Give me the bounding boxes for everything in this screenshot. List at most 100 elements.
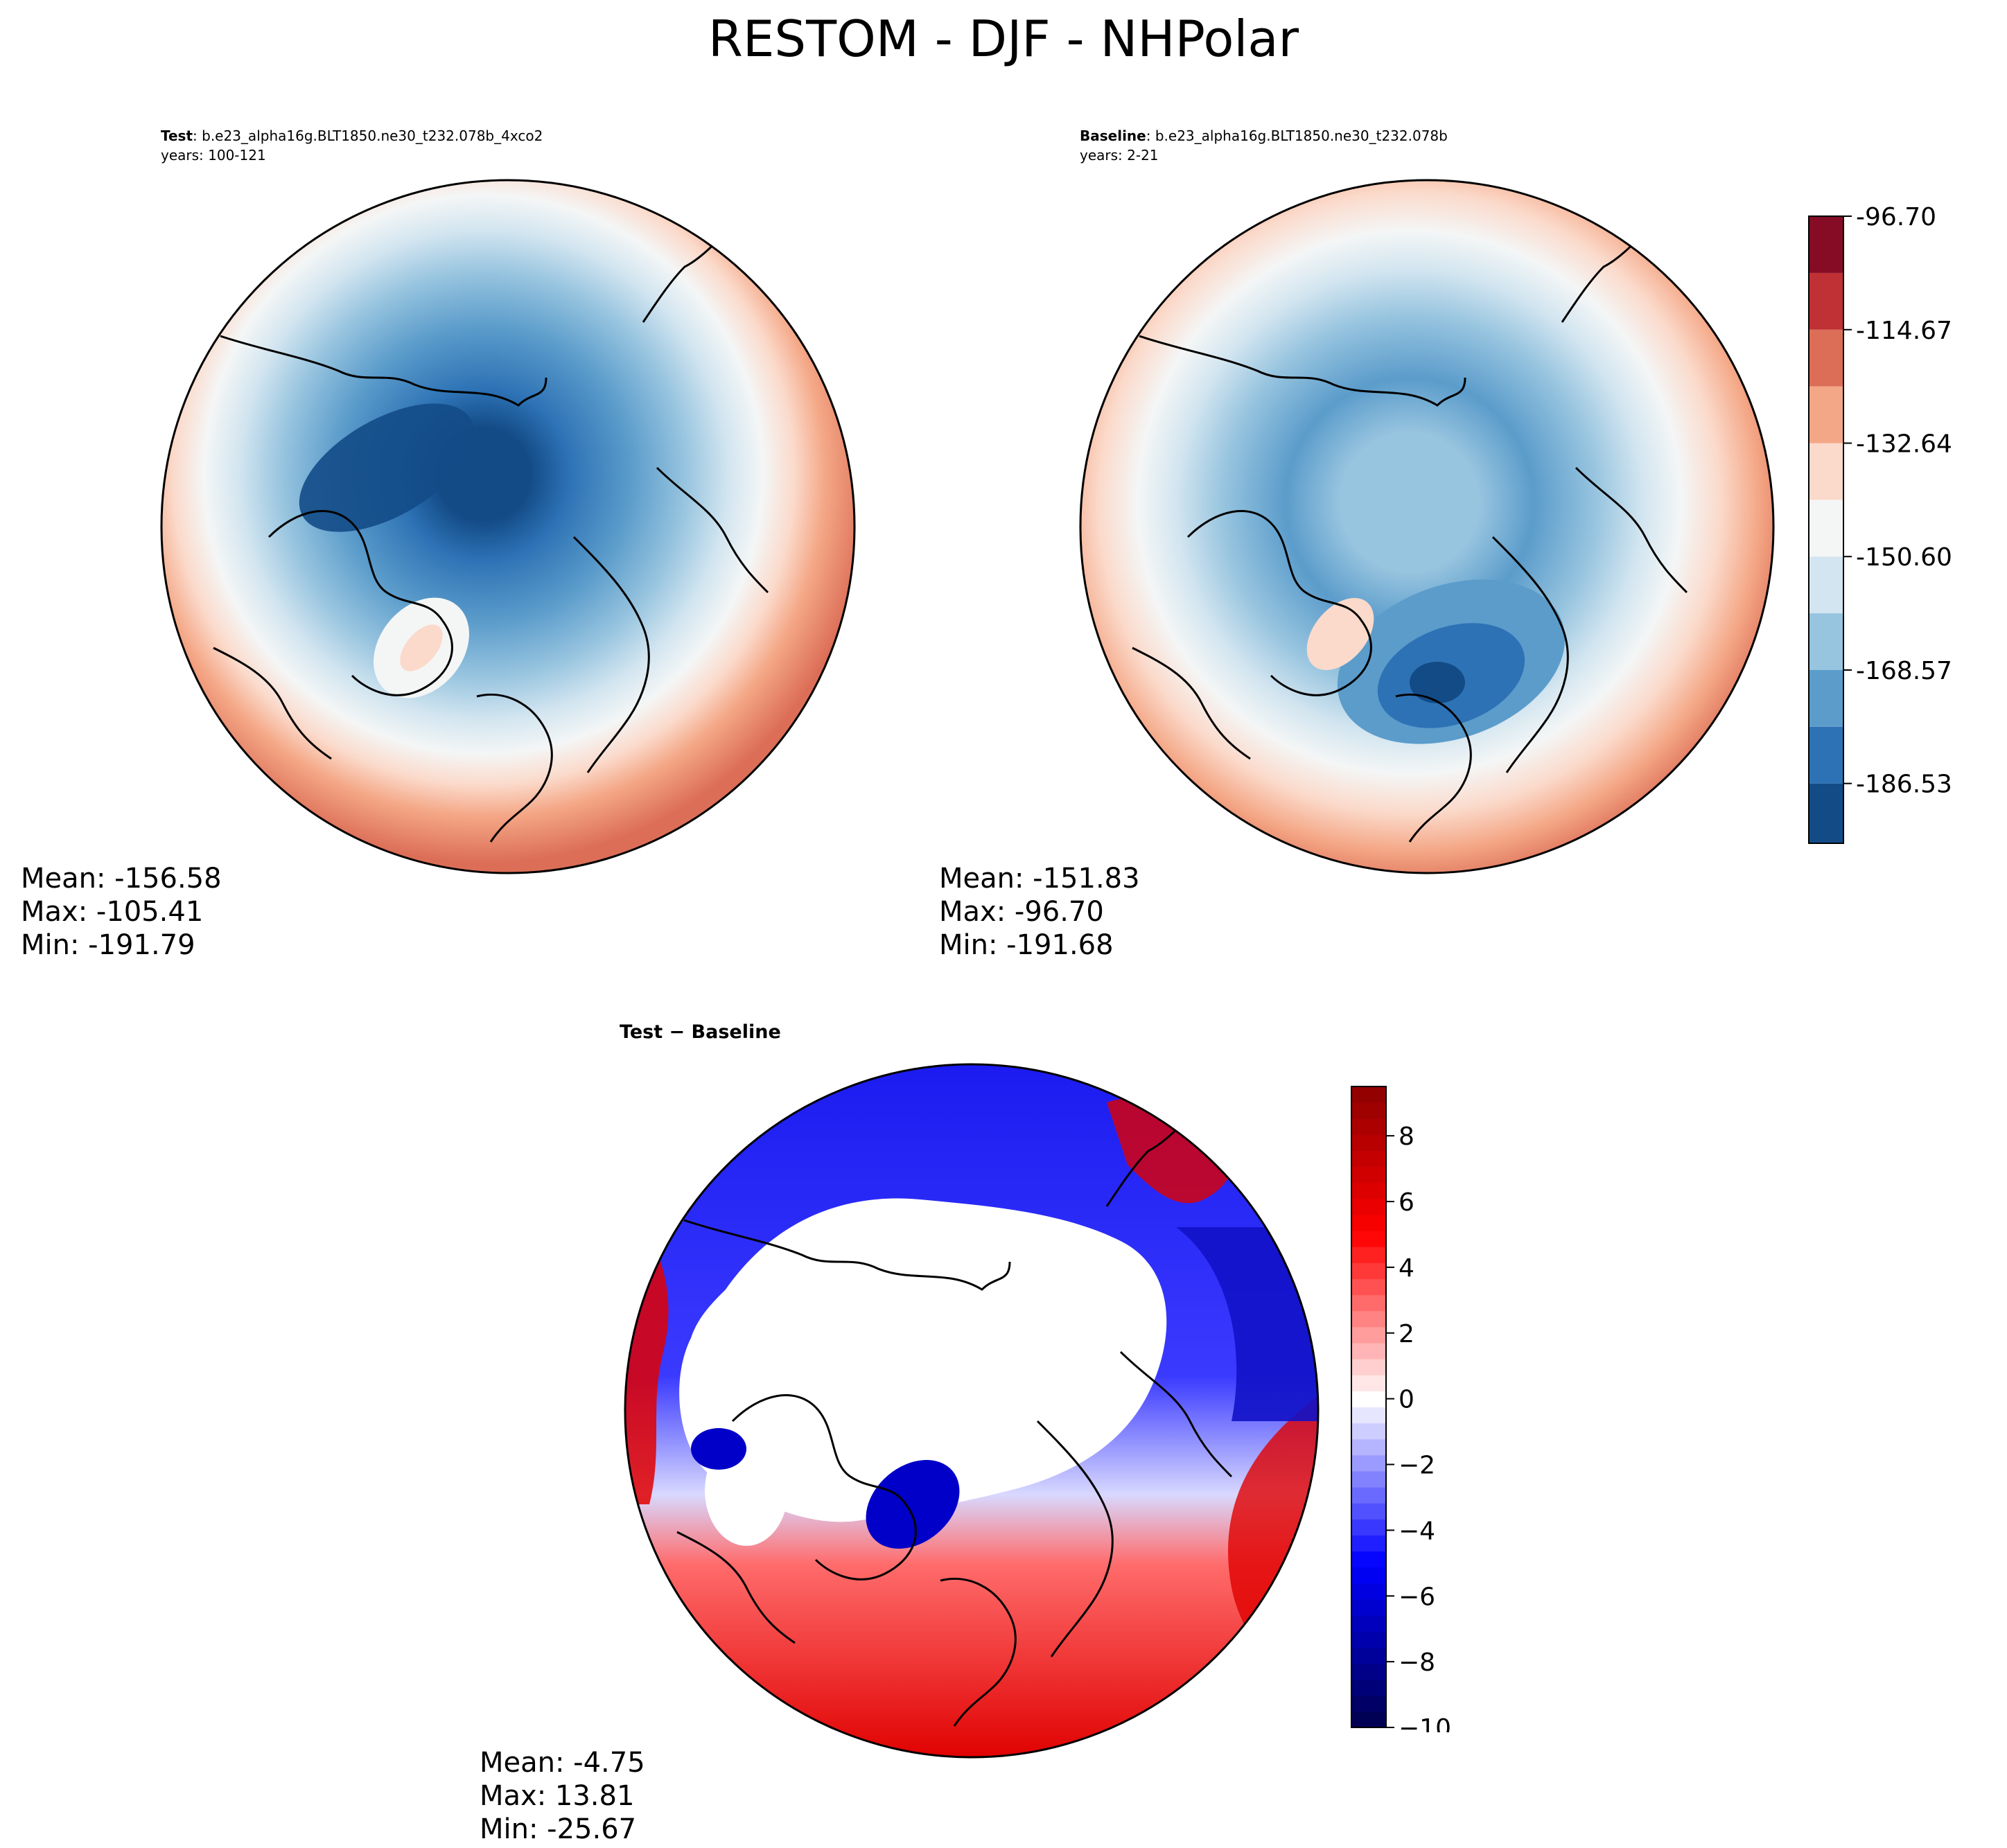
diff-colorbar-segment	[1351, 1599, 1386, 1616]
diff-colorbar-segment	[1351, 1583, 1386, 1600]
baseline-subtitle: Baseline: b.e23_alpha16g.BLT1850.ne30_t2…	[1080, 127, 1448, 164]
test-case-name: b.e23_alpha16g.BLT1850.ne30_t232.078b_4x…	[202, 127, 543, 144]
diff-colorbar-segment	[1351, 1310, 1386, 1328]
diff-colorbar-segment	[1351, 1294, 1386, 1312]
diff-colorbar-segment	[1351, 1086, 1386, 1103]
test-years: years: 100-121	[161, 147, 266, 164]
baseline-polar-map	[1079, 179, 1775, 874]
abs-colorbar-tick-label: -96.70	[1856, 203, 1936, 231]
baseline-min: Min: -191.68	[939, 929, 1114, 961]
diff-colorbar-tick-label: −4	[1399, 1517, 1435, 1545]
diff-colorbar-segment	[1351, 1375, 1386, 1391]
diff-mean: Mean: -4.75	[480, 1747, 645, 1779]
baseline-case-name: b.e23_alpha16g.BLT1850.ne30_t232.078b	[1155, 127, 1448, 144]
baseline-stats: Mean: -151.83 Max: -96.70 Min: -191.68	[939, 862, 1140, 962]
figure-title: RESTOM - DJF - NHPolar	[708, 10, 1299, 68]
diff-colorbar-segment	[1351, 1454, 1386, 1472]
diff-colorbar: 8 6 4 2 0 −2 −4 −6 −8 −10	[1351, 1086, 1451, 1732]
diff-colorbar-segment	[1351, 1567, 1386, 1584]
abs-colorbar-segment	[1809, 443, 1843, 500]
diff-colorbar-segment	[1351, 1487, 1386, 1504]
diff-colorbar-segment	[1351, 1391, 1386, 1407]
diff-colorbar-segment	[1351, 1166, 1386, 1183]
diff-colorbar-segment	[1351, 1711, 1386, 1728]
abs-colorbar-tick-label: -114.67	[1856, 317, 1952, 345]
diff-colorbar-segment	[1351, 1215, 1386, 1231]
diff-colorbar-segment	[1351, 1359, 1386, 1375]
test-mean: Mean: -156.58	[21, 863, 222, 895]
abs-colorbar-segment	[1809, 613, 1843, 671]
test-label: Test	[161, 127, 193, 144]
diff-colorbar-segment	[1351, 1118, 1386, 1135]
diff-labrador-cold	[691, 1428, 746, 1470]
diff-colorbar-tick-label: 8	[1399, 1123, 1414, 1151]
diff-colorbar-segment	[1351, 1278, 1386, 1296]
abs-colorbar-segment	[1809, 556, 1843, 614]
diff-colorbar-segment	[1351, 1647, 1386, 1664]
test-greenland-core	[400, 624, 443, 671]
abs-colorbar-segment	[1809, 272, 1843, 330]
diff-greenland-cold	[866, 1459, 960, 1549]
test-max: Max: -105.41	[21, 896, 204, 928]
diff-colorbar-segment	[1351, 1262, 1386, 1279]
abs-colorbar-segment	[1809, 670, 1843, 727]
diff-colorbar-frame	[1351, 1086, 1387, 1728]
diff-colorbar-segment	[1351, 1535, 1386, 1552]
diff-colorbar-tick-label: 6	[1399, 1188, 1414, 1217]
baseline-mean: Mean: -151.83	[939, 863, 1140, 895]
diff-stats: Mean: -4.75 Max: 13.81 Min: -25.67	[480, 1746, 645, 1846]
diff-colorbar-segment	[1351, 1615, 1386, 1632]
baseline-years: years: 2-21	[1080, 147, 1159, 164]
test-stats: Mean: -156.58 Max: -105.41 Min: -191.79	[21, 862, 222, 962]
abs-colorbar-tick-label: -150.60	[1856, 543, 1952, 572]
diff-colorbar-tick-label: −2	[1399, 1452, 1435, 1480]
diff-colorbar-segment	[1351, 1102, 1386, 1119]
abs-colorbar-tick-label: -132.64	[1856, 430, 1952, 459]
abs-colorbar-segment	[1809, 329, 1843, 387]
diff-arctic-interior	[679, 1198, 1167, 1522]
diff-colorbar-segment	[1351, 1198, 1386, 1215]
diff-min: Min: -25.67	[480, 1813, 637, 1845]
diff-colorbar-segment	[1351, 1631, 1386, 1648]
test-subtitle: Test: b.e23_alpha16g.BLT1850.ne30_t232.0…	[161, 127, 543, 164]
diff-colorbar-tick-label: −6	[1399, 1583, 1435, 1611]
abs-colorbar-segment	[1809, 783, 1843, 843]
diff-colorbar-segment	[1351, 1438, 1386, 1456]
diff-colorbar-segment	[1351, 1231, 1386, 1247]
test-arctic-min	[299, 403, 475, 532]
abs-colorbar: -96.70 -114.67 -132.64 -150.60 -168.57 -186.5…	[1808, 203, 1952, 844]
diff-colorbar-segment	[1351, 1695, 1386, 1712]
abs-colorbar-tick-label: -168.57	[1856, 657, 1952, 685]
baseline-label: Baseline	[1080, 127, 1146, 144]
diff-map-boundary	[624, 1063, 1320, 1759]
diff-colorbar-segment	[1351, 1134, 1386, 1151]
abs-colorbar-segment	[1809, 500, 1843, 557]
abs-colorbar-segment	[1809, 386, 1843, 443]
baseline-map-boundary	[1079, 179, 1775, 874]
diff-colorbar-tick-label: −10	[1399, 1714, 1451, 1732]
diff-colorbar-tick-label: 0	[1399, 1386, 1414, 1414]
diff-colorbar-segment	[1351, 1182, 1386, 1199]
diff-max: Max: 13.81	[480, 1780, 635, 1812]
diff-colorbar-segment	[1351, 1407, 1386, 1424]
diff-colorbar-tick-label: 4	[1399, 1254, 1414, 1283]
diff-pacific-cold	[1176, 1227, 1318, 1421]
diff-colorbar-tick-label: 2	[1399, 1320, 1414, 1348]
diff-colorbar-tick-label: −8	[1399, 1648, 1435, 1677]
test-min: Min: -191.79	[21, 929, 195, 961]
diff-colorbar-segment	[1351, 1343, 1386, 1359]
diff-colorbar-segment	[1351, 1503, 1386, 1520]
diff-colorbar-segment	[1351, 1519, 1386, 1535]
diff-colorbar-segment	[1351, 1679, 1386, 1696]
baseline-field	[1080, 180, 1773, 873]
diff-colorbar-segment	[1351, 1247, 1386, 1263]
test-field	[161, 180, 854, 873]
diff-colorbar-segment	[1351, 1326, 1386, 1344]
test-polar-map	[160, 179, 856, 874]
baseline-coastlines	[1132, 196, 1688, 843]
diff-polar-map	[624, 1063, 1320, 1759]
diff-colorbar-segment	[1351, 1423, 1386, 1440]
abs-colorbar-frame	[1808, 215, 1844, 844]
baseline-atlantic-min	[1410, 662, 1465, 703]
diff-colorbar-segment	[1351, 1551, 1386, 1568]
